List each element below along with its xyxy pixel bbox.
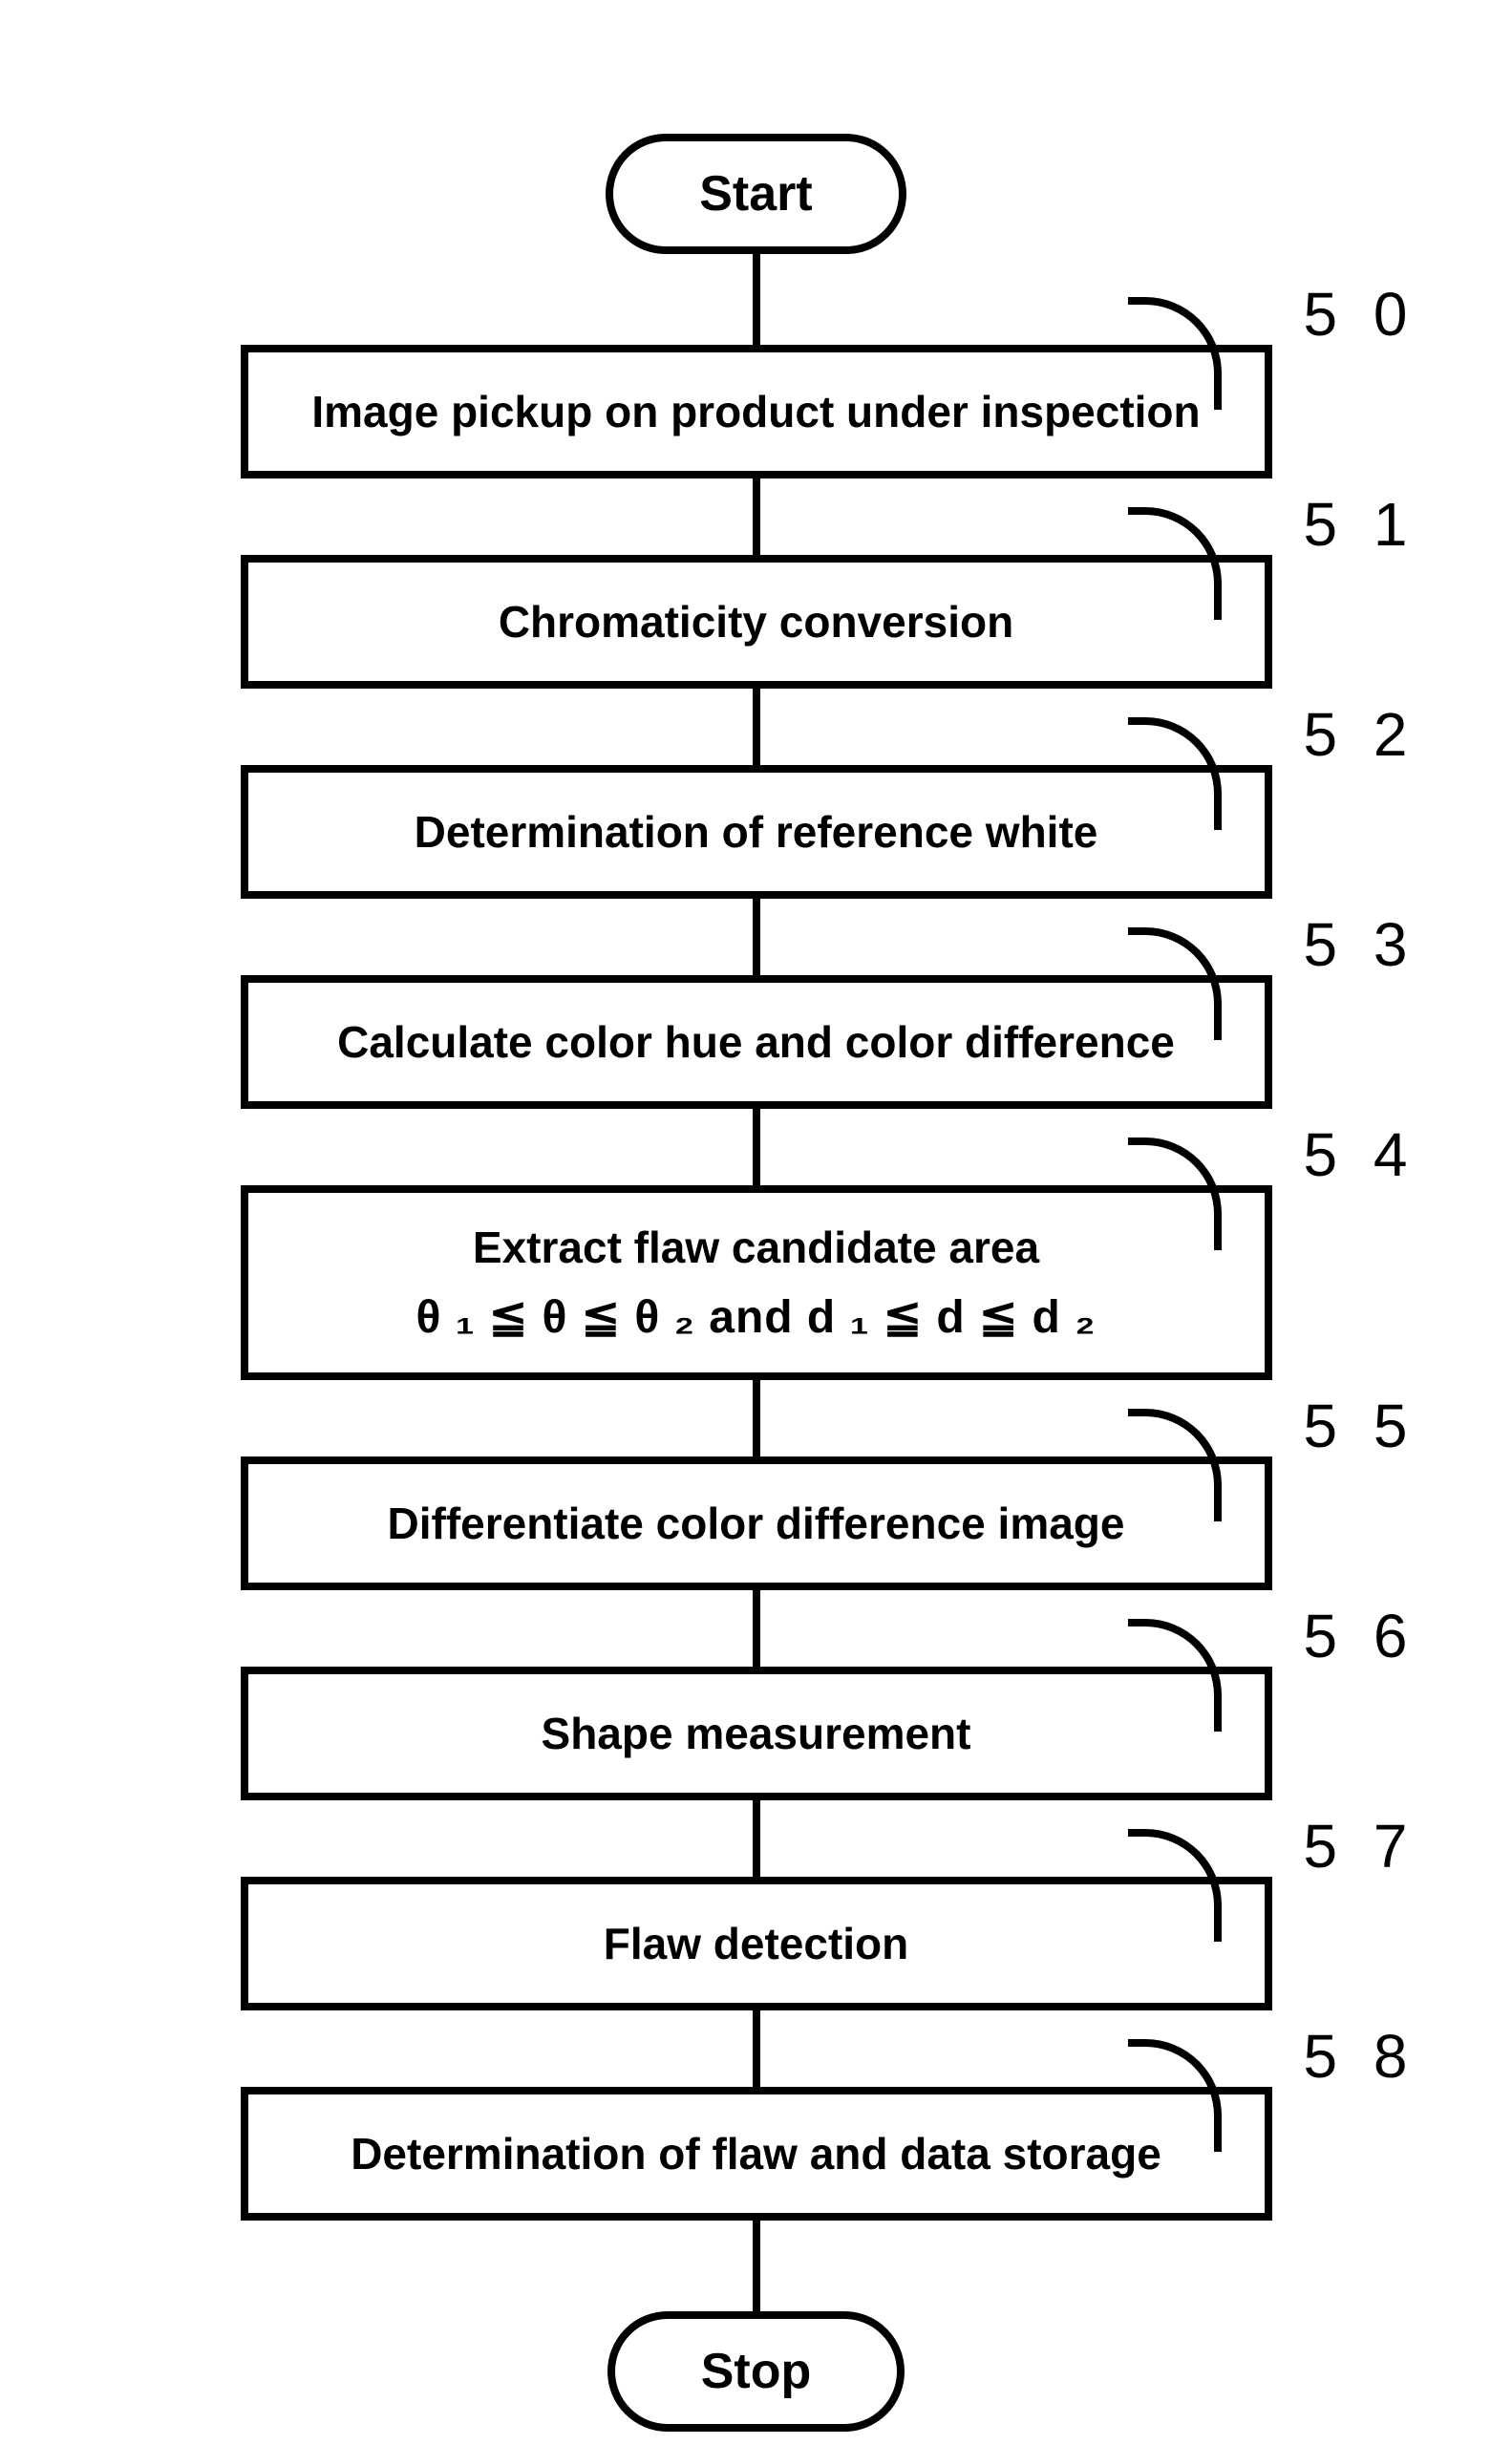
ref-label-4: 5 4 (1304, 1124, 1417, 1185)
process-text-1: Chromaticity conversion (499, 597, 1013, 647)
connector-2 (753, 689, 760, 765)
ref-label-2: 5 2 (1304, 704, 1417, 765)
connector-1 (753, 478, 760, 555)
process-step-1: 5 1Chromaticity conversion (241, 555, 1272, 689)
process-text-line2-4: θ ₁ ≦ θ ≦ θ ₂ and d ₁ ≦ d ≦ d ₂ (277, 1290, 1236, 1344)
process-text-3: Calculate color hue and color difference (337, 1017, 1175, 1067)
process-text-7: Flaw detection (604, 1919, 908, 1968)
terminator-start: Start (606, 134, 905, 254)
process-step-7: 5 7Flaw detection (241, 1877, 1272, 2010)
connector-5 (753, 1380, 760, 1456)
ref-leader-2 (1128, 717, 1222, 830)
ref-leader-1 (1128, 507, 1222, 620)
start-label: Start (699, 166, 812, 222)
ref-label-1: 5 1 (1304, 494, 1417, 555)
process-text-5: Differentiate color difference image (388, 1499, 1125, 1548)
ref-leader-7 (1128, 1829, 1222, 1942)
connector-6 (753, 1590, 760, 1667)
stop-label: Stop (701, 2344, 812, 2399)
process-step-2: 5 2Determination of reference white (241, 765, 1272, 899)
ref-leader-4 (1128, 1137, 1222, 1250)
ref-leader-5 (1128, 1409, 1222, 1521)
process-text-2: Determination of reference white (415, 807, 1098, 857)
ref-label-5: 5 5 (1304, 1395, 1417, 1456)
process-step-6: 5 6Shape measurement (241, 1667, 1272, 1800)
process-text-0: Image pickup on product under inspection (311, 387, 1200, 436)
connector-0 (753, 254, 760, 345)
ref-leader-6 (1128, 1619, 1222, 1732)
ref-label-6: 5 6 (1304, 1605, 1417, 1667)
process-step-3: 5 3Calculate color hue and color differe… (241, 975, 1272, 1109)
ref-leader-8 (1128, 2039, 1222, 2152)
process-step-4: 5 4Extract flaw candidate areaθ ₁ ≦ θ ≦ … (241, 1185, 1272, 1380)
process-step-5: 5 5Differentiate color difference image (241, 1456, 1272, 1590)
ref-leader-0 (1128, 297, 1222, 410)
connector-8 (753, 2010, 760, 2087)
process-step-0: 5 0Image pickup on product under inspect… (241, 345, 1272, 478)
flowchart-container: Start 5 0Image pickup on product under i… (241, 134, 1272, 2432)
process-text-8: Determination of flaw and data storage (351, 2129, 1161, 2179)
ref-label-8: 5 8 (1304, 2026, 1417, 2087)
steps-mount: 5 0Image pickup on product under inspect… (241, 254, 1272, 2221)
connector-final (753, 2221, 760, 2311)
connector-7 (753, 1800, 760, 1877)
process-text-line1-4: Extract flaw candidate area (277, 1222, 1236, 1273)
connector-3 (753, 899, 760, 975)
terminator-stop: Stop (607, 2311, 905, 2432)
process-text-6: Shape measurement (542, 1709, 971, 1758)
ref-label-3: 5 3 (1304, 914, 1417, 975)
ref-label-7: 5 7 (1304, 1816, 1417, 1877)
ref-leader-3 (1128, 927, 1222, 1040)
connector-4 (753, 1109, 760, 1185)
ref-label-0: 5 0 (1304, 284, 1417, 345)
process-step-8: 5 8Determination of flaw and data storag… (241, 2087, 1272, 2221)
